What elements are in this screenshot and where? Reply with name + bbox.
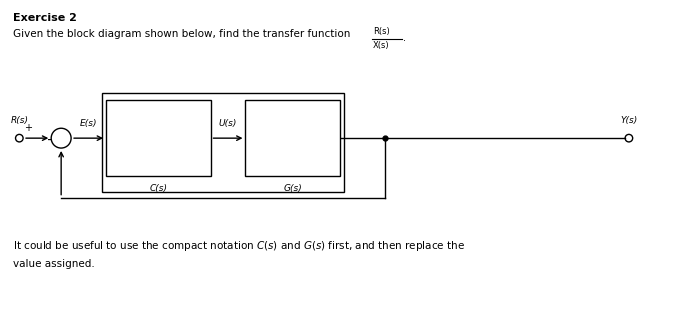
Text: Exercise 2: Exercise 2: [13, 13, 77, 23]
Text: G(s): G(s): [284, 184, 302, 193]
Text: R(s): R(s): [373, 27, 390, 36]
Text: $s^2\!+\!bs\!+\!c$: $s^2\!+\!bs\!+\!c$: [274, 139, 311, 151]
Text: $s$: $s$: [181, 135, 188, 144]
Text: E(s): E(s): [80, 119, 97, 128]
Text: $s+a$: $s+a$: [282, 120, 303, 130]
Text: It could be useful to use the compact notation $C(s)$ and $G(s)$ first, and then: It could be useful to use the compact no…: [13, 239, 466, 253]
Text: Y(s): Y(s): [620, 116, 638, 125]
Text: .: .: [402, 33, 406, 42]
Text: value assigned.: value assigned.: [13, 259, 95, 269]
Text: R(s): R(s): [10, 116, 28, 125]
Text: Given the block diagram shown below, find the transfer function: Given the block diagram shown below, fin…: [13, 29, 354, 39]
Text: $K_p+$: $K_p+$: [114, 126, 134, 139]
Bar: [102, 93, 344, 192]
Bar: [106, 100, 211, 176]
Circle shape: [51, 128, 71, 148]
Text: U(s): U(s): [219, 119, 237, 128]
Text: C(s): C(s): [149, 184, 167, 193]
Text: +: +: [56, 133, 64, 142]
Text: $K_I$: $K_I$: [180, 115, 189, 127]
Text: −: −: [47, 135, 55, 145]
Text: $K_I$: $K_I$: [196, 106, 204, 119]
Text: +: +: [25, 123, 32, 133]
Bar: [246, 100, 340, 176]
Text: X(s): X(s): [373, 41, 389, 50]
